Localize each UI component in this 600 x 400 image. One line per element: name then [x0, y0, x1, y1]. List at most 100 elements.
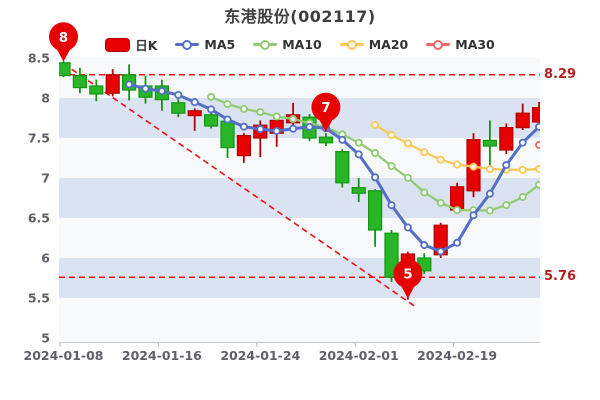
- ma10-point[interactable]: [354, 138, 363, 147]
- pin-number: 8: [59, 30, 68, 46]
- ma10-point[interactable]: [371, 149, 380, 158]
- ma20-point[interactable]: [518, 165, 527, 174]
- x-tick-label: 2024-01-16: [122, 348, 202, 363]
- candle-body: [89, 85, 104, 95]
- ma10-point[interactable]: [485, 206, 494, 215]
- legend: 日K MA5 MA10 MA20 MA30: [0, 35, 600, 54]
- legend-label: MA5: [204, 37, 236, 52]
- ma10-point[interactable]: [256, 108, 265, 117]
- ma10-point[interactable]: [453, 206, 462, 215]
- candlestick[interactable]: [318, 133, 333, 146]
- candle-body: [482, 139, 497, 147]
- ma5-point[interactable]: [535, 122, 542, 131]
- legend-label: MA20: [368, 37, 409, 52]
- ma10-point[interactable]: [502, 201, 511, 210]
- ma5-point[interactable]: [485, 189, 494, 198]
- ma10-point[interactable]: [436, 198, 445, 207]
- marker-pin-8[interactable]: 8: [49, 22, 78, 62]
- ma10-point[interactable]: [289, 115, 298, 124]
- legend-item-ma10[interactable]: MA10: [253, 37, 322, 52]
- ma5-point[interactable]: [436, 247, 445, 256]
- marker-pin-5[interactable]: 5: [393, 259, 423, 299]
- ma10-point[interactable]: [207, 92, 216, 101]
- candlestick[interactable]: [482, 120, 497, 166]
- x-tick-label: 2024-01-24: [220, 348, 300, 363]
- ma5-point[interactable]: [256, 125, 265, 134]
- ma5-point[interactable]: [272, 126, 281, 135]
- legend-item-daily-k[interactable]: 日K: [105, 35, 157, 54]
- candlestick[interactable]: [515, 103, 530, 130]
- ma5-point[interactable]: [190, 98, 199, 107]
- candlestick[interactable]: [89, 79, 104, 102]
- ma10-point[interactable]: [239, 104, 248, 113]
- ma20-point[interactable]: [420, 148, 429, 157]
- ma5-point[interactable]: [174, 90, 183, 99]
- ma20-line: [371, 120, 542, 174]
- ma20-point[interactable]: [436, 155, 445, 164]
- candlestick[interactable]: [384, 230, 399, 282]
- candlestick[interactable]: [57, 61, 71, 78]
- ma30-point[interactable]: [535, 140, 542, 149]
- ma5-point[interactable]: [420, 241, 429, 250]
- ma20-point[interactable]: [403, 139, 412, 148]
- candlestick[interactable]: [351, 178, 366, 202]
- ma5-point[interactable]: [239, 122, 248, 131]
- marker-pin-7[interactable]: 7: [311, 92, 341, 133]
- pin-balloon: [311, 92, 341, 122]
- ma5-point[interactable]: [141, 84, 150, 93]
- ma10-point[interactable]: [535, 180, 542, 189]
- candlestick[interactable]: [236, 133, 251, 163]
- ma5-point[interactable]: [502, 161, 511, 170]
- ma5-point[interactable]: [403, 223, 412, 232]
- candlestick[interactable]: [335, 149, 350, 188]
- ma10-point[interactable]: [223, 100, 232, 109]
- candle-body: [236, 135, 251, 157]
- pin-number: 5: [403, 267, 412, 283]
- candlestick[interactable]: [105, 69, 120, 97]
- ma20-legend-icon: [339, 38, 364, 52]
- ma5-point[interactable]: [518, 138, 527, 147]
- y-tick-label: 6: [41, 251, 50, 266]
- ma5-point[interactable]: [469, 211, 478, 220]
- candlestick[interactable]: [531, 102, 546, 124]
- y-tick-label: 7: [41, 171, 50, 186]
- legend-item-ma30[interactable]: MA30: [426, 37, 495, 52]
- ma20-point[interactable]: [453, 160, 462, 169]
- legend-item-ma5[interactable]: MA5: [175, 37, 235, 52]
- candlestick[interactable]: [499, 123, 514, 154]
- ma10-point[interactable]: [403, 173, 412, 182]
- ma5-point[interactable]: [453, 238, 462, 247]
- ma20-point[interactable]: [371, 120, 380, 129]
- ma5-point[interactable]: [305, 122, 314, 131]
- legend-item-ma20[interactable]: MA20: [339, 37, 409, 52]
- ma5-point[interactable]: [125, 80, 134, 89]
- ma20-point[interactable]: [469, 162, 478, 171]
- candle-body: [384, 232, 399, 278]
- ma5-point[interactable]: [371, 173, 380, 182]
- candle-body: [531, 106, 540, 123]
- ma5-point[interactable]: [387, 201, 396, 210]
- ma20-point[interactable]: [535, 164, 542, 173]
- candle-body: [204, 114, 219, 127]
- x-tick-label: 2024-02-01: [319, 348, 399, 363]
- ma5-point[interactable]: [354, 150, 363, 159]
- candlestick[interactable]: [368, 189, 383, 247]
- ma5-point[interactable]: [289, 124, 298, 133]
- legend-label: MA30: [455, 37, 495, 52]
- ma5-point[interactable]: [207, 105, 216, 114]
- ma10-point[interactable]: [387, 161, 396, 170]
- ma10-point[interactable]: [272, 112, 281, 121]
- ma10-point[interactable]: [518, 193, 527, 202]
- ma5-point[interactable]: [338, 135, 347, 144]
- candle-body: [499, 126, 514, 151]
- ma10-point[interactable]: [420, 188, 429, 197]
- candle-body: [187, 110, 202, 117]
- candlestick[interactable]: [187, 108, 202, 131]
- candle-body: [171, 102, 186, 114]
- candlestick[interactable]: [72, 67, 88, 94]
- ma20-point[interactable]: [485, 164, 494, 173]
- ma20-point[interactable]: [387, 131, 396, 140]
- ma5-point[interactable]: [223, 115, 232, 124]
- ma5-point[interactable]: [157, 87, 166, 96]
